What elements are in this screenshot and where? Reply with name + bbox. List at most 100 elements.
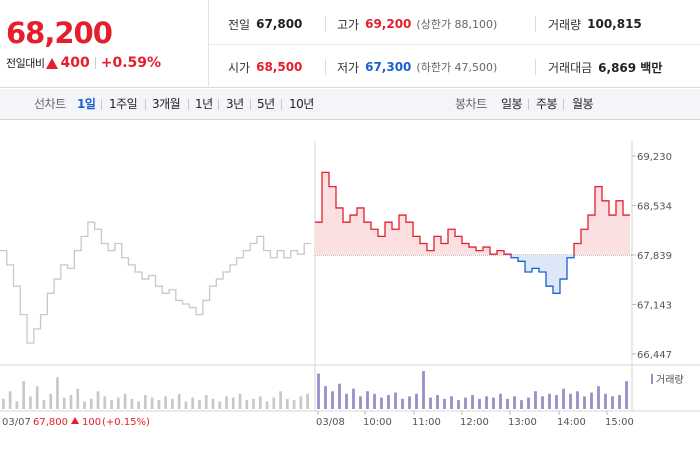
volume-bar-today	[583, 396, 586, 409]
volume-bar-prev	[56, 377, 59, 409]
tab-3y[interactable]: 3년	[226, 97, 244, 111]
divider	[325, 59, 326, 75]
volume-bar-today	[562, 388, 565, 409]
volume-bar-today	[366, 391, 369, 409]
volume-bar-today	[555, 395, 558, 409]
trade-amount-label: 거래대금	[548, 60, 593, 75]
price-series	[0, 171, 630, 344]
high-value: 69,200	[365, 17, 412, 31]
volume-bar-prev	[2, 398, 5, 409]
x-tick-label: 13:00	[508, 417, 537, 428]
volume-bar-prev	[103, 396, 107, 409]
tab-10y[interactable]: 10년	[289, 97, 314, 111]
tab-3m[interactable]: 3개월	[152, 97, 181, 111]
y-tick-label: 67,839	[637, 251, 672, 262]
y-tick-label: 66,447	[637, 350, 672, 361]
tab-weekly-candle[interactable]: 주봉	[536, 97, 558, 111]
volume-bar-prev	[252, 398, 255, 409]
change-value: 400	[60, 55, 90, 71]
divider	[94, 57, 96, 69]
divider	[535, 59, 536, 75]
divider	[145, 99, 146, 110]
volume-bar-prev	[130, 398, 134, 409]
intraday-chart: 거래량 03/07 67,800 100 (+0.15%) 69,230 68,5…	[0, 121, 700, 450]
volume-bar-today	[506, 398, 509, 409]
volume-bar-today	[576, 391, 579, 409]
volume-bar-today	[373, 393, 376, 409]
trade-amount-value: 6,869 백만	[598, 60, 663, 75]
divider	[528, 99, 529, 110]
divider	[535, 16, 536, 32]
open-value: 68,500	[256, 60, 303, 74]
open-label: 시가	[228, 60, 251, 75]
volume-bar-today	[408, 396, 411, 409]
volume-bar-prev	[225, 396, 228, 409]
tab-5y[interactable]: 5년	[257, 97, 275, 111]
tab-1y[interactable]: 1년	[195, 97, 213, 111]
volume-bar-today	[590, 392, 593, 409]
volume-bar-today	[352, 388, 355, 409]
x-tick-label: 15:00	[605, 417, 634, 428]
volume-bar-prev	[285, 398, 289, 409]
volume-bar-today	[625, 381, 628, 409]
volume-bar-today	[443, 398, 446, 409]
volume-bar-prev	[29, 396, 32, 409]
volume-bar-today	[618, 395, 621, 409]
x-tick-label: 14:00	[557, 417, 586, 428]
open-cell: 시가 68,500	[228, 57, 302, 77]
volume-bar-prev	[42, 400, 46, 409]
divider	[325, 16, 326, 32]
tab-1d[interactable]: 1일	[77, 97, 96, 111]
volume-bar-prev	[238, 393, 242, 409]
volume-bar-today	[450, 396, 453, 409]
x-tick-label: 11:00	[412, 417, 441, 428]
tab-monthly-candle[interactable]: 월봉	[572, 97, 594, 111]
volume-bar-today	[429, 397, 432, 409]
volume-bar-prev	[204, 395, 208, 409]
volume-bar-today	[604, 393, 607, 409]
volume-bar-prev	[110, 400, 113, 409]
divider	[218, 99, 219, 110]
divider	[281, 99, 282, 110]
low-value: 67,300	[365, 60, 412, 74]
volume-bar-today	[548, 393, 551, 409]
volume-bar-today	[422, 371, 425, 409]
y-tick-label: 69,230	[637, 152, 672, 163]
chart-axes: 거래량 03/07 67,800 100 (+0.15%) 69,230 68,5…	[2, 152, 684, 428]
volume-bar-prev	[258, 396, 262, 409]
y-tick-label: 67,143	[637, 300, 672, 311]
prev-close-label: 전일	[228, 17, 251, 32]
tab-1w[interactable]: 1주일	[109, 97, 138, 111]
volume-bar-prev	[62, 397, 66, 409]
up-triangle-icon	[46, 57, 59, 69]
volume-bar-prev	[211, 398, 215, 409]
volume-bar-prev	[150, 397, 154, 409]
y-tick-label: 68,534	[637, 202, 672, 213]
upper-limit: (상한가 88,100)	[416, 18, 498, 31]
prev-day-close: 67,800	[33, 417, 68, 428]
volume-bar-prev	[76, 388, 80, 409]
chart-grid	[0, 141, 700, 415]
volume-bar-prev	[89, 398, 93, 409]
change-row: 전일대비 400 +0.59%	[6, 54, 161, 72]
current-price: 68,200	[6, 16, 113, 50]
volume-legend: 거래량	[651, 374, 684, 386]
volume-bar-prev	[292, 400, 296, 409]
price-chart-svg: 거래량 03/07 67,800 100 (+0.15%) 69,230 68,5…	[0, 141, 700, 428]
volume-bar-today	[541, 396, 544, 409]
today-up-area	[315, 172, 630, 255]
volume-legend-swatch	[651, 374, 653, 384]
volume-series	[2, 371, 628, 409]
volume-bar-today	[464, 397, 467, 409]
volume-bar-today	[478, 398, 481, 409]
x-tick-label: 03/08	[316, 417, 345, 428]
volume-bar-prev	[272, 397, 276, 409]
tab-daily-candle[interactable]: 일봉	[501, 97, 523, 111]
volume-bar-prev	[69, 395, 73, 409]
volume-bar-prev	[22, 381, 26, 409]
high-cell: 고가 69,200 (상한가 88,100)	[337, 14, 497, 34]
today-price-line-up	[315, 171, 630, 255]
prev-close-cell: 전일 67,800	[228, 14, 302, 34]
x-tick-label: 12:00	[460, 417, 489, 428]
volume-bar-prev	[265, 401, 269, 409]
